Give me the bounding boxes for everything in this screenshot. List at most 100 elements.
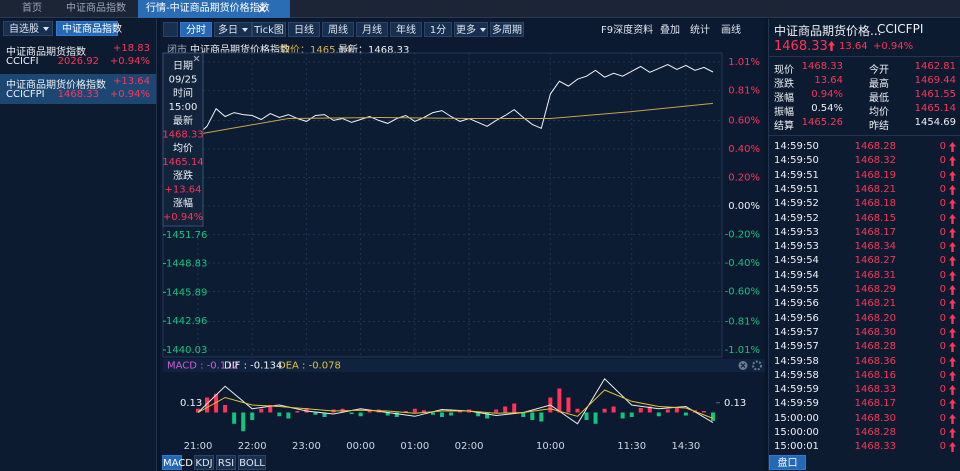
period-button[interactable]: Tick图 [252,22,286,37]
x-tick-label: 23:00 [292,441,321,452]
y2-tick-label: -0.40% [725,258,760,269]
x-tick-label: 10:00 [536,441,565,452]
close-icon[interactable] [258,5,266,13]
list-item-selected[interactable]: 中证商品期货价格指数 +13.64 CCICFPI 1468.33 +0.94% [0,74,156,104]
tab[interactable]: 首页 [22,3,42,14]
trade-price: 1468.18 [854,198,896,210]
trade-volume: 0 [939,312,946,324]
up-arrow-shape [949,285,956,295]
up-arrow-shape [949,442,956,453]
tab[interactable]: 中证商品指数 [66,3,126,14]
up-arrow [949,327,956,338]
tooltip-value: 09/25 [169,75,198,86]
sidebar-button[interactable]: 自选股 [3,21,53,36]
up-arrow-shape [949,199,956,210]
stat-label: 涨跌 [774,79,794,90]
up-arrow-shape [949,299,956,310]
period-button[interactable]: 月线 [356,22,388,37]
period-button[interactable]: 分时 [180,22,212,37]
up-arrow [949,256,956,267]
trade-time: 14:59:55 [774,284,819,295]
menu-icon[interactable] [163,22,178,37]
tool-button[interactable]: 画线 [721,25,741,36]
up-arrow [949,184,956,195]
sidebar-button[interactable]: 中证商品指数 [56,21,122,36]
y-tick-label: 0.13 [180,398,202,409]
y2-tick-label: 0.81% [728,86,760,97]
period-button[interactable]: 多周期 [490,22,524,37]
trade-price: 1468.17 [854,398,896,410]
period-button[interactable]: 多日 [214,22,252,37]
period-button[interactable]: 1分 [424,22,452,37]
stat-value: 1454.69 [914,117,956,128]
indicator-header [163,359,765,372]
indicator-tab[interactable]: BOLL [238,455,266,470]
macd-bar [439,412,444,417]
period-button[interactable]: 周线 [322,22,354,37]
macd-bar [304,408,309,413]
trade-price: 1468.33 [854,441,896,453]
up-arrow-shape [949,184,956,195]
y-tick-label: 1440.03 [166,345,207,356]
indicator-tab[interactable]: MACD [162,455,193,470]
chart: 1.01% 0.81% 0.60% 0.40% 0.20% 0.00% -0.20% -0.4… [162,52,765,452]
item-pct: +0.94% [109,89,150,100]
item-change: +18.83 [112,43,150,54]
up-arrow-shape [949,327,956,338]
item-price: 2026.92 [57,56,99,67]
up-arrow-shape [949,428,956,438]
macd-bar [196,408,200,413]
period-button[interactable]: 年线 [390,22,422,37]
trade-volume: 0 [939,298,946,310]
settings-icon[interactable] [752,360,762,371]
trade-time: 14:59:50 [774,141,819,152]
up-arrow [949,399,956,410]
trade-volume: 0 [939,255,946,267]
period-button[interactable]: 更多 [454,22,488,37]
x-tick-label: 21:00 [184,441,213,452]
stats-table: 现价 1468.33 今开 1462.81 涨跌 13.64 最高 1469.44 涨幅 0.94… [769,60,960,132]
macd-bar [205,397,210,413]
indicator-value: DIF : -0.134 [224,361,282,372]
tool-button[interactable]: 统计 [690,25,710,36]
up-arrow [949,428,956,438]
macd-bar [557,388,562,413]
tab-active[interactable]: 行情-中证商品期货价格指数 [138,0,290,18]
macd-bar [223,405,228,413]
macd-bar [539,412,544,422]
up-arrow-shape [949,413,956,424]
macd-bar [665,409,670,413]
divider [769,56,960,57]
indicator-tab[interactable]: RSI [216,455,236,470]
trade-volume: 0 [939,384,946,396]
panel-button[interactable]: 盘口 [769,455,806,470]
tooltip-close [193,55,200,62]
up-arrow [949,270,956,281]
macd-bar [259,408,264,413]
stat-label: 均价 [869,107,889,118]
trade-time: 14:59:50 [774,155,819,167]
macd-bar [385,412,390,416]
tool-button[interactable]: 叠加 [660,25,680,36]
tooltip-label: 均价 [173,143,193,155]
up-arrow-shape [949,242,956,253]
list-item[interactable]: 中证商品期货指数 +18.83 CCICFI 2026.92 +0.94% [0,41,156,71]
stat-label: 涨幅 [774,93,794,104]
item-code: CCICFI [6,56,39,67]
up-arrow-shape [949,370,956,381]
indicator-tab[interactable]: KDJ [194,455,214,470]
macd-bar [403,411,408,413]
stat-label: 结算 [774,121,794,132]
trade-volume: 0 [939,355,946,367]
macd-bar [250,412,255,420]
macd-bar [232,412,237,424]
up-arrow-shape [949,256,956,267]
tool-button[interactable]: F9深度资料 [601,25,654,36]
period-button[interactable]: 日线 [288,22,320,37]
y2-tick-label: 1.01% [728,57,760,68]
y-tick-label: 0.13 [724,398,746,409]
up-arrow [949,213,956,224]
macd-bar [430,412,435,415]
macd-bar [530,412,535,420]
trade-price: 1468.17 [854,226,896,238]
